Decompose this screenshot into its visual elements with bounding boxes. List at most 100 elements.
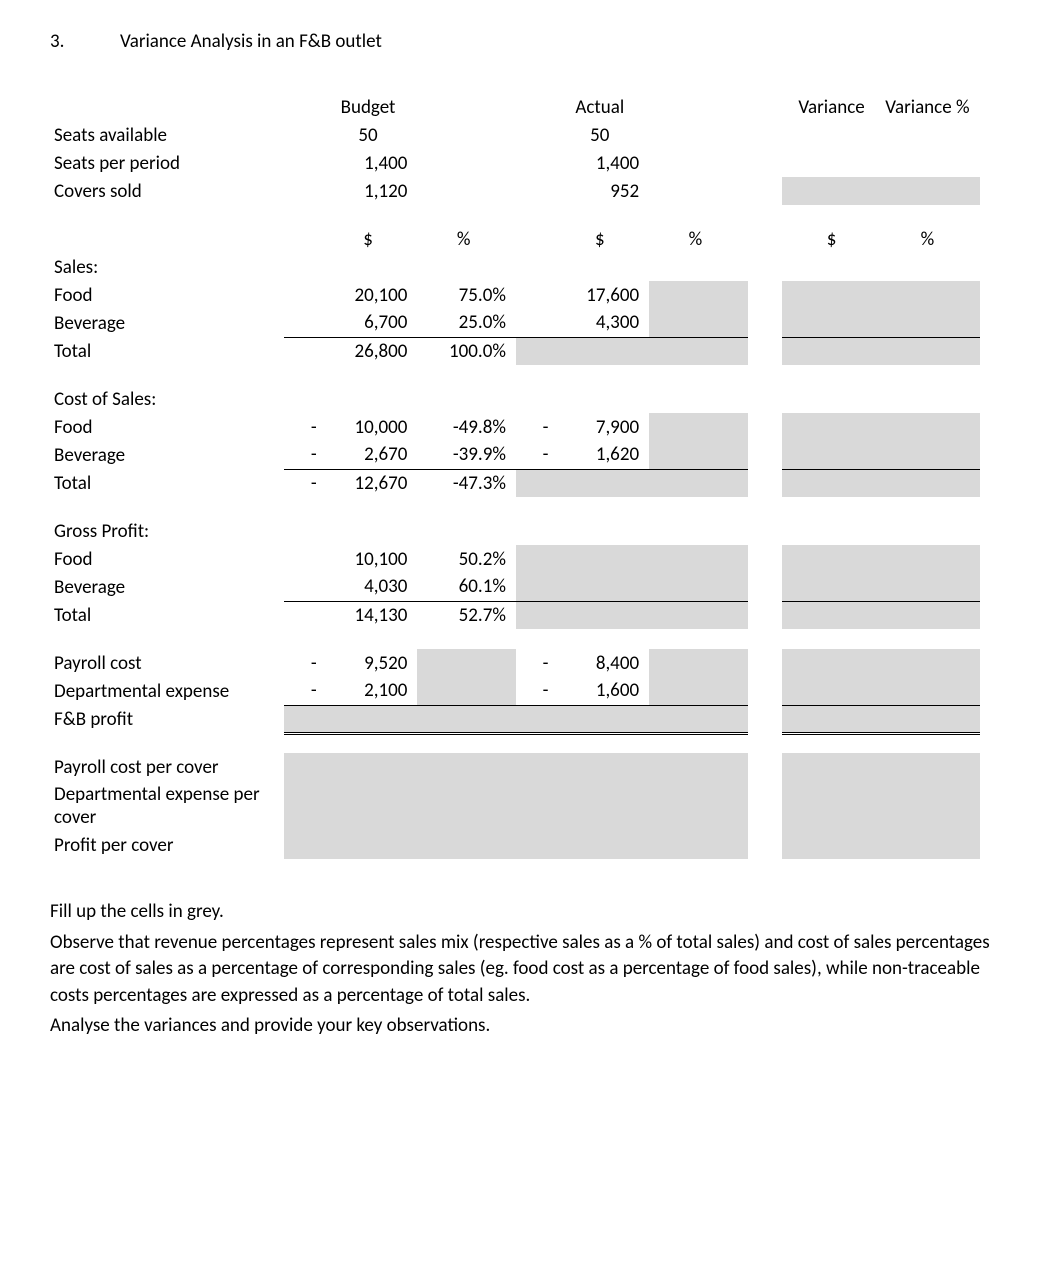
grey-cell: [782, 573, 881, 601]
grey-cell: [782, 337, 881, 365]
row-covers-sold: Covers sold 1,120 952: [50, 177, 980, 205]
grey-cell: [881, 309, 980, 337]
row-fnb-profit: F&B profit: [50, 705, 980, 733]
cell-value: 6,700: [319, 309, 418, 337]
neg-sign: -: [284, 413, 319, 441]
cell-value: 50: [550, 121, 649, 149]
row-payroll-cost-per-cover: Payroll cost per cover: [50, 753, 980, 781]
grey-cell: [319, 753, 418, 859]
instruction-line: Observe that revenue percentages represe…: [50, 930, 1008, 1010]
row-label: Total: [50, 601, 284, 629]
grey-cell: [881, 601, 980, 629]
grey-cell: [550, 601, 649, 629]
row-label: Seats available: [50, 121, 284, 149]
row-departmental-expense: Departmental expense - 2,100 - 1,600: [50, 677, 980, 705]
cell-value: 1,120: [319, 177, 418, 205]
unit-pct: %: [649, 225, 748, 253]
grey-cell: [649, 413, 748, 441]
grey-cell: [649, 281, 748, 309]
grey-cell: [881, 469, 980, 497]
grey-cell: [417, 649, 516, 677]
col-header-actual: Actual: [550, 93, 649, 121]
grey-cell: [782, 281, 881, 309]
cell-value: 75.0%: [417, 281, 516, 309]
unit-header-row: $ % $ % $ %: [50, 225, 980, 253]
grey-cell: [649, 705, 748, 733]
instruction-line: Fill up the cells in grey.: [50, 899, 1008, 926]
cell-value: 10,000: [319, 413, 418, 441]
cell-value: 2,670: [319, 441, 418, 469]
row-label: Total: [50, 337, 284, 365]
grey-cell: [649, 469, 748, 497]
row-sales-header: Sales:: [50, 253, 980, 281]
unit-pct: %: [881, 225, 980, 253]
cell-value: 50: [319, 121, 418, 149]
grey-cell: [516, 469, 551, 497]
cell-value: 100.0%: [417, 337, 516, 365]
grey-cell: [782, 705, 881, 733]
grey-cell: [782, 545, 881, 573]
cell-value: 26,800: [319, 337, 418, 365]
grey-cell: [782, 753, 881, 859]
row-label: Beverage: [50, 309, 284, 337]
row-label: Payroll cost per cover: [50, 753, 284, 781]
row-cos-beverage: Beverage - 2,670 -39.9% - 1,620: [50, 441, 980, 469]
cell-value: -47.3%: [417, 469, 516, 497]
neg-sign: -: [284, 441, 319, 469]
variance-table: Budget Actual Variance Variance % Seats …: [50, 93, 980, 859]
row-label: Beverage: [50, 441, 284, 469]
cell-value: -39.9%: [417, 441, 516, 469]
instructions-block: Fill up the cells in grey. Observe that …: [50, 899, 1008, 1040]
neg-sign: -: [516, 413, 551, 441]
row-cos-header: Cost of Sales:: [50, 385, 980, 413]
row-label: Food: [50, 413, 284, 441]
row-gp-food: Food 10,100 50.2%: [50, 545, 980, 573]
instruction-line: Analyse the variances and provide your k…: [50, 1013, 1008, 1040]
grey-cell: [550, 753, 649, 859]
grey-cell: [516, 573, 551, 601]
grey-cell: [284, 753, 319, 859]
grey-cell: [516, 705, 551, 733]
grey-cell: [417, 677, 516, 705]
cell-value: 1,400: [319, 149, 418, 177]
grey-cell: [782, 413, 881, 441]
grey-cell: [881, 753, 980, 859]
grey-cell: [881, 677, 980, 705]
grey-cell: [782, 309, 881, 337]
cell-value: 4,300: [550, 309, 649, 337]
header-row: Budget Actual Variance Variance %: [50, 93, 980, 121]
grey-cell: [417, 705, 516, 733]
cell-value: 7,900: [550, 413, 649, 441]
cell-value: 2,100: [319, 677, 418, 705]
row-label: Food: [50, 545, 284, 573]
row-label: Sales:: [50, 253, 284, 281]
grey-cell: [550, 469, 649, 497]
row-label: Gross Profit:: [50, 517, 284, 545]
grey-cell: [516, 337, 551, 365]
grey-cell: [881, 281, 980, 309]
neg-sign: -: [516, 649, 551, 677]
row-label: Covers sold: [50, 177, 284, 205]
neg-sign: -: [284, 469, 319, 497]
grey-cell: [881, 649, 980, 677]
grey-cell: [881, 573, 980, 601]
grey-cell: [649, 677, 748, 705]
grey-cell: [782, 601, 881, 629]
row-sales-beverage: Beverage 6,700 25.0% 4,300: [50, 309, 980, 337]
row-gp-beverage: Beverage 4,030 60.1%: [50, 573, 980, 601]
unit-dollar: $: [782, 225, 881, 253]
cell-value: 8,400: [550, 649, 649, 677]
cell-value: 20,100: [319, 281, 418, 309]
grey-cell: [881, 177, 980, 205]
neg-sign: -: [516, 441, 551, 469]
row-label: Departmental expense per cover: [50, 781, 284, 831]
cell-value: -49.8%: [417, 413, 516, 441]
row-label: Seats per period: [50, 149, 284, 177]
row-gp-total: Total 14,130 52.7%: [50, 601, 980, 629]
row-gp-header: Gross Profit:: [50, 517, 980, 545]
grey-cell: [782, 441, 881, 469]
grey-cell: [649, 337, 748, 365]
row-label: Food: [50, 281, 284, 309]
grey-cell: [284, 705, 319, 733]
grey-cell: [782, 177, 881, 205]
